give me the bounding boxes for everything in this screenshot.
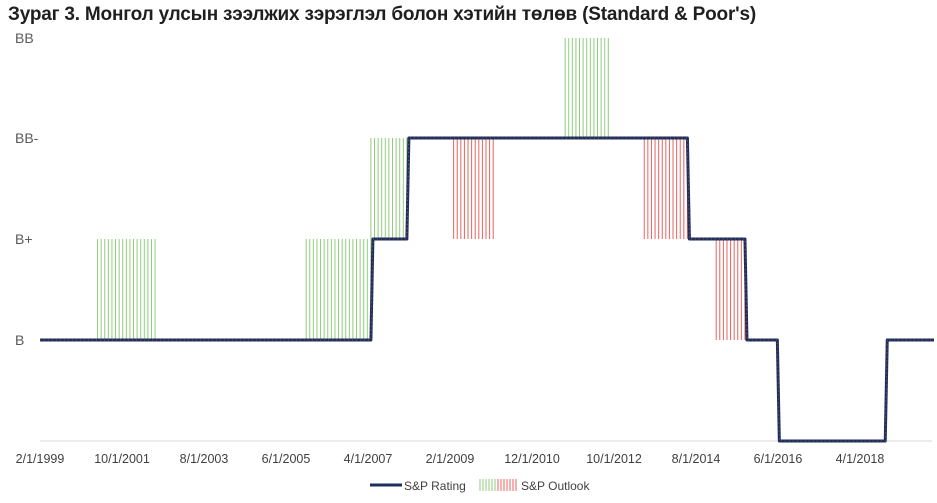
x-tick-label: 6/1/2016: [754, 452, 803, 466]
x-tick-label: 8/1/2014: [672, 452, 721, 466]
y-tick-label: B: [15, 332, 24, 348]
outlook-period-positive: [564, 38, 609, 138]
x-tick-label: 4/1/2007: [344, 452, 393, 466]
legend-label-outlook: S&P Outlook: [521, 479, 590, 493]
x-tick-label: 4/1/2018: [836, 452, 885, 466]
x-tick-label: 2/1/2009: [426, 452, 475, 466]
outlook-period-positive: [305, 239, 372, 340]
y-tick-label: B+: [15, 231, 33, 247]
rating-line-dots: [40, 137, 934, 442]
x-tick-label: 12/1/2010: [504, 452, 560, 466]
outlook-period-negative: [715, 239, 746, 340]
legend-item-outlook: S&P Outlook: [479, 479, 590, 493]
chart-title: Зураг 3. Монгол улсын зээлжих зэрэглэл б…: [8, 4, 756, 25]
rating-line-layer: [40, 136, 934, 443]
outlook-period-positive: [97, 239, 156, 340]
outlook-period-negative: [453, 138, 494, 239]
legend-label-rating: S&P Rating: [404, 479, 466, 493]
x-axis-labels: 2/1/1999 10/1/2001 8/1/2003 6/1/2005 4/1/200…: [16, 452, 885, 466]
x-tick-label: 8/1/2003: [180, 452, 229, 466]
x-tick-label: 6/1/2005: [262, 452, 311, 466]
x-tick-label: 2/1/1999: [16, 452, 65, 466]
outlook-period-negative: [643, 138, 688, 239]
rating-line: [40, 136, 934, 443]
outlook-bars: [97, 38, 746, 340]
y-axis-labels: B B+ BB- BB: [15, 30, 39, 348]
y-tick-label: BB: [15, 30, 34, 46]
y-tick-label: BB-: [15, 130, 39, 146]
legend-item-rating: S&P Rating: [370, 479, 466, 493]
outlook-period-positive: [370, 138, 408, 239]
x-tick-label: 10/1/2012: [586, 452, 642, 466]
legend: S&P Rating S&P Outlook: [370, 479, 590, 493]
x-tick-label: 10/1/2001: [94, 452, 150, 466]
legend-swatch-outlook: [479, 479, 517, 491]
